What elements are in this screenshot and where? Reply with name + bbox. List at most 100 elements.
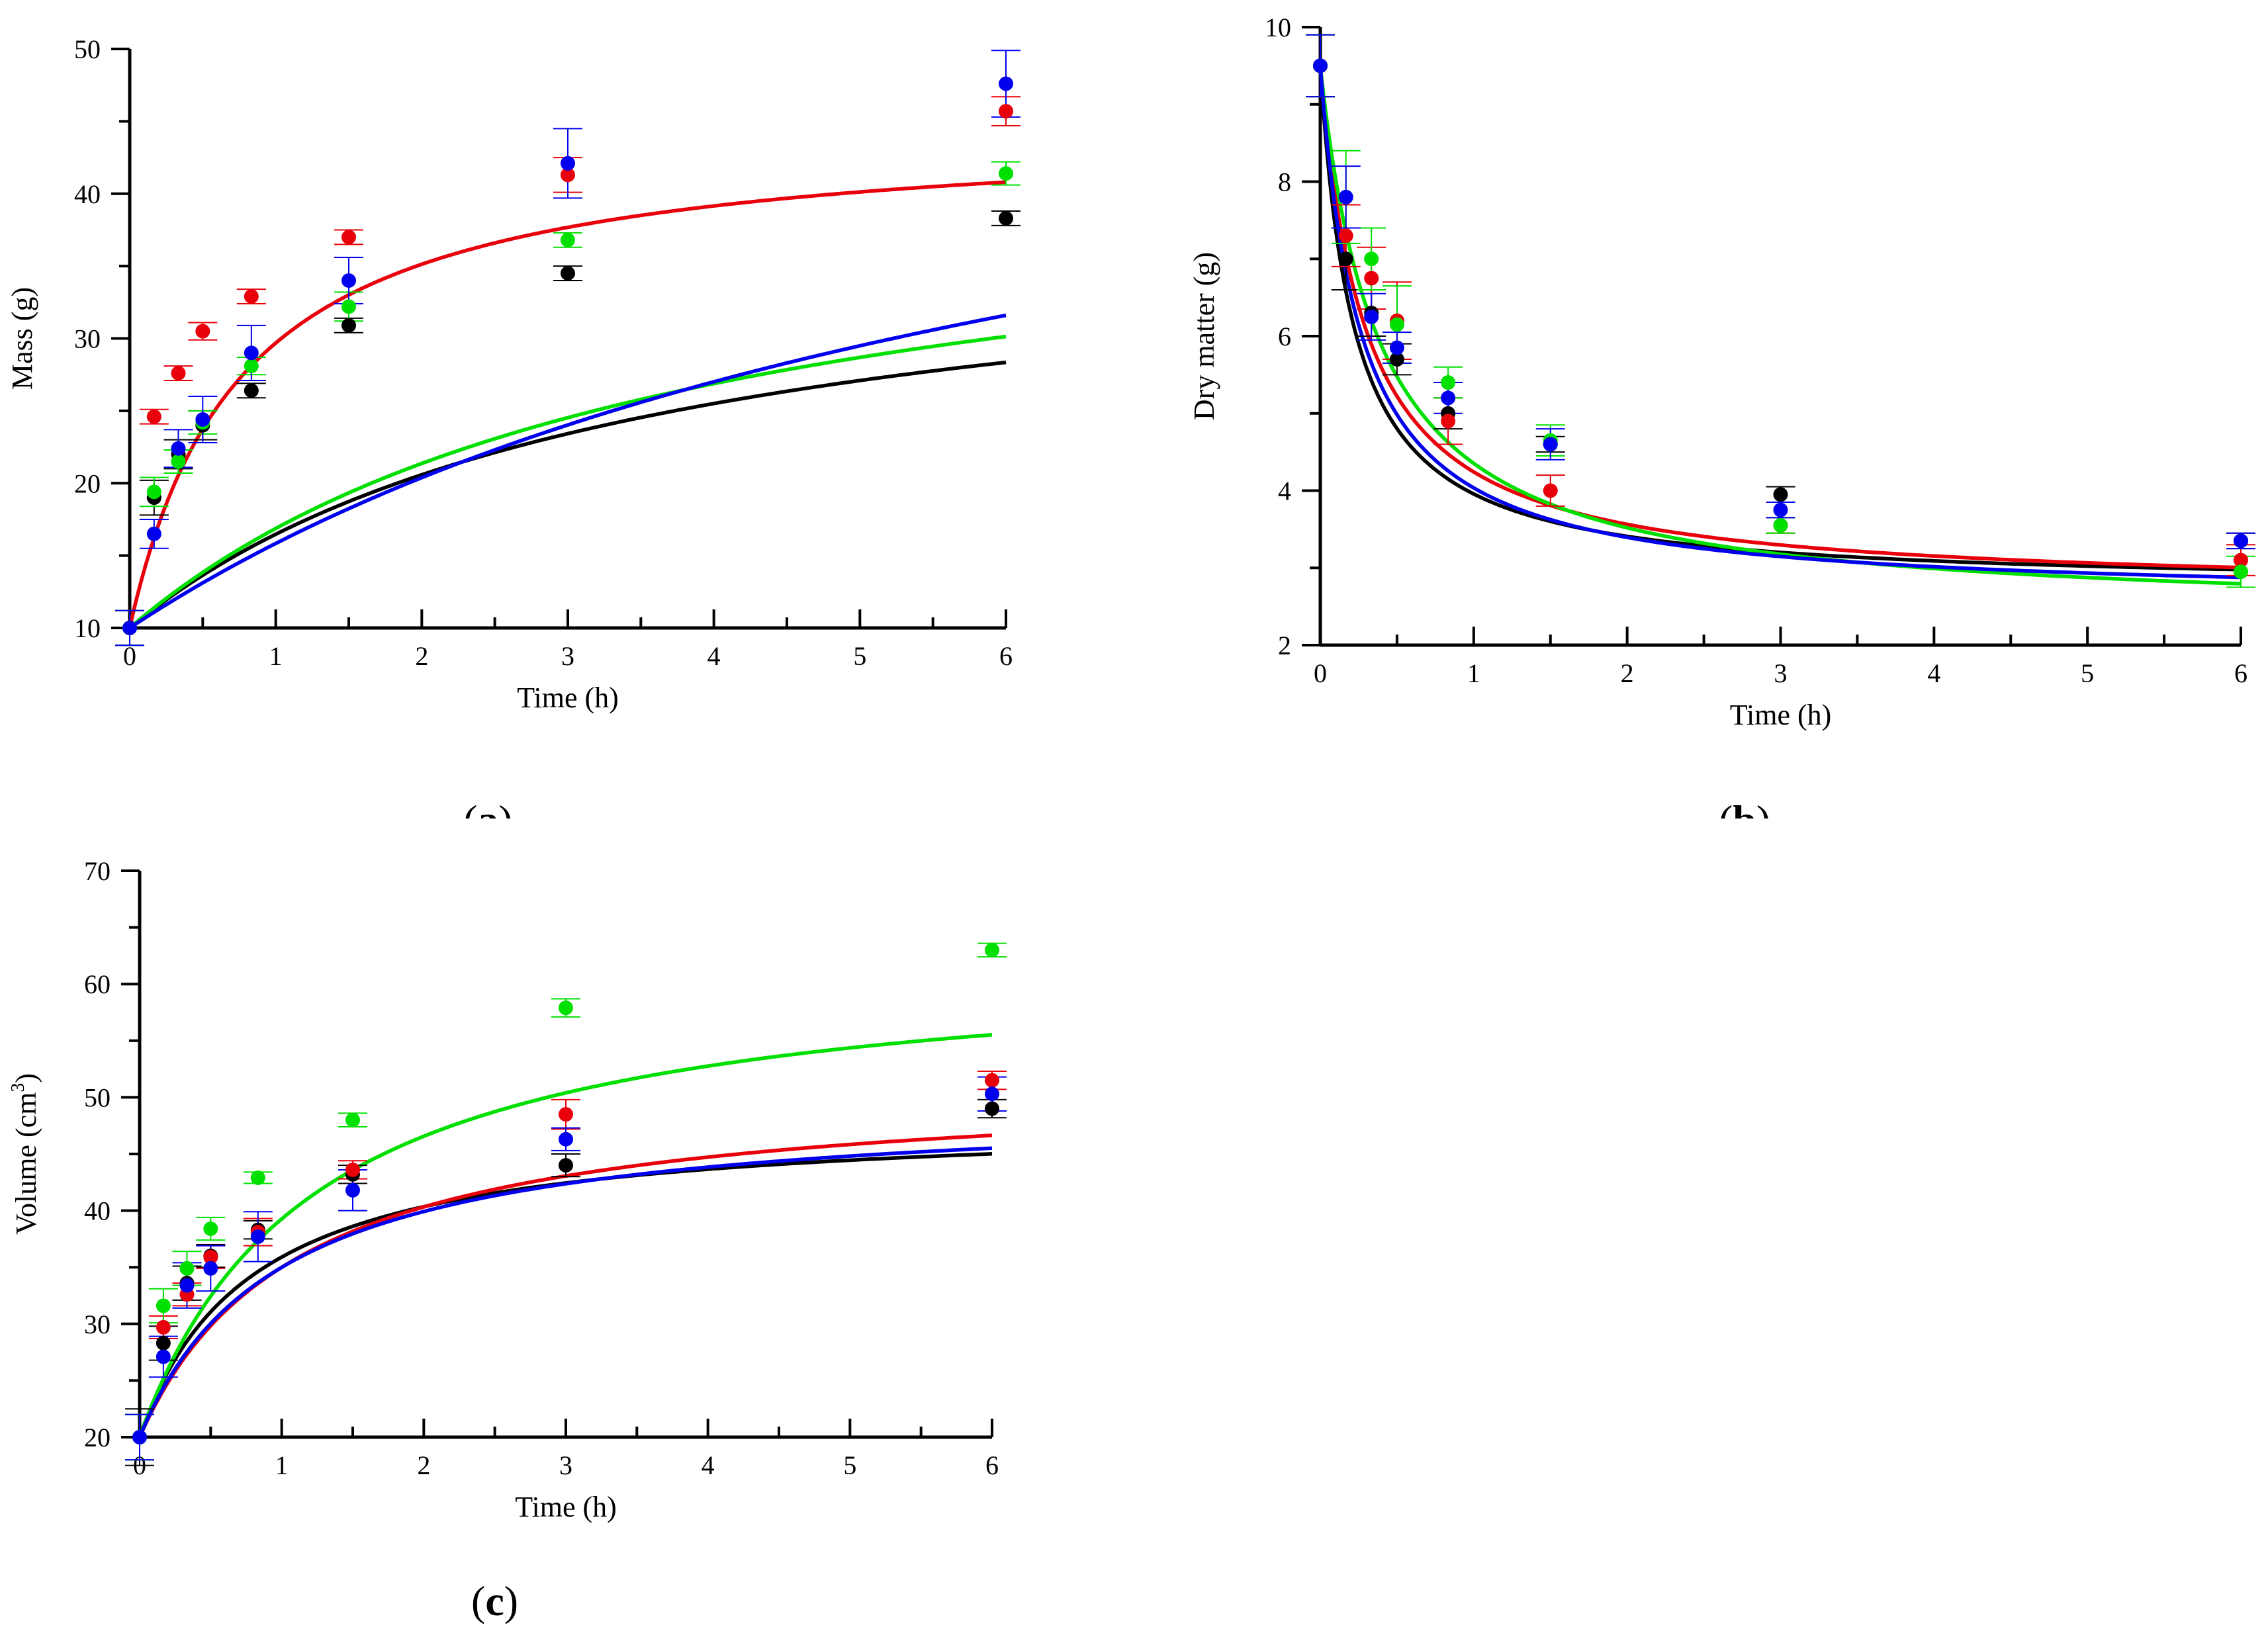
y-axis-label-text: Volume (cm [10, 1092, 42, 1235]
data-point-green [341, 299, 356, 314]
data-point-red [985, 1073, 999, 1088]
panel-label-open: ( [463, 797, 477, 818]
chart-panel-a: 0 1 2 3 4 5 6 10 20 30 40 50 Time (h) Mass (g) (a) [6, 34, 1021, 818]
fit-curve-red [128, 180, 1007, 629]
fit-curve-black [128, 360, 1007, 630]
y-tick-label: 10 [74, 613, 101, 643]
x-tick-label: 3 [559, 1450, 572, 1480]
panel-label-letter: b [1733, 797, 1756, 818]
y-axis-label: Mass (g) [6, 287, 38, 390]
data-point-blue [559, 1131, 573, 1147]
x-tick-label: 1 [1467, 658, 1480, 688]
data-point-blue [345, 1182, 360, 1198]
data-point-blue [250, 1229, 265, 1244]
data-point-red [146, 409, 161, 424]
data-point-black [1773, 487, 1788, 502]
panel-label-close: ) [1756, 797, 1770, 818]
data-point-green [171, 454, 186, 469]
data-point-black [1389, 352, 1404, 367]
fit-curve-black [138, 1152, 993, 1438]
data-point-blue [203, 1261, 218, 1276]
y-tick-label: 2 [1278, 631, 1291, 660]
panel-label: (b) [1719, 797, 1770, 818]
data-point-red [195, 324, 210, 339]
fit-curve-green [128, 334, 1007, 630]
data-point-green [146, 484, 161, 500]
data-point-red [999, 104, 1013, 119]
x-tick-label: 6 [985, 1450, 999, 1480]
data-point-red [203, 1249, 218, 1264]
x-tick-label: 2 [415, 641, 428, 671]
y-tick-label: 20 [84, 1423, 111, 1452]
y-axis-label-text: Mass (g) [6, 287, 38, 390]
x-tick-label: 3 [1774, 658, 1788, 688]
data-point-black [1338, 251, 1353, 267]
data-point-black [559, 1158, 573, 1173]
y-tick-label: 6 [1278, 322, 1291, 351]
y-tick-label: 60 [84, 969, 111, 999]
panel-label-open: ( [1719, 797, 1733, 818]
data-point-red [1364, 271, 1379, 286]
data-point-black [244, 383, 259, 398]
data-point-blue [1338, 189, 1353, 204]
x-tick-label: 0 [1314, 658, 1327, 688]
panel-label: (a) [463, 797, 513, 818]
data-point-green [179, 1261, 195, 1276]
y-tick-label: 10 [1265, 13, 1291, 42]
fit-curve-blue [138, 1146, 993, 1438]
data-point-blue [1441, 390, 1456, 406]
x-tick-label: 2 [417, 1450, 430, 1480]
y-tick-label: 30 [84, 1309, 111, 1339]
data-point-red [559, 1107, 573, 1122]
y-tick-label: 40 [74, 179, 101, 209]
data-point-red [171, 366, 186, 380]
fit-curve-red [138, 1133, 993, 1438]
x-tick-label: 0 [123, 641, 136, 671]
data-point-red [561, 167, 575, 183]
data-point-blue [341, 273, 356, 288]
data-point-green [203, 1221, 218, 1236]
chart-panel-b: 0 1 2 3 4 5 6 2 4 6 8 10 Time (h) Dry matter (g) (b) [1188, 13, 2255, 818]
y-tick-label: 50 [84, 1083, 111, 1112]
data-point-blue [156, 1349, 171, 1364]
data-point-green [559, 1000, 573, 1016]
y-axis-label: Volume (cm3) [8, 1073, 42, 1235]
x-tick-label: 4 [707, 641, 721, 671]
data-point-blue [985, 1086, 999, 1102]
x-tick-label: 3 [561, 641, 574, 671]
x-tick-label: 6 [999, 641, 1013, 671]
y-tick-label: 70 [84, 856, 111, 886]
y-tick-label: 30 [74, 324, 101, 354]
panel-label: (c) [471, 1577, 518, 1624]
panel-label-close: ) [504, 1577, 518, 1624]
data-point-green [250, 1170, 265, 1185]
data-point-green [1364, 251, 1379, 267]
data-point-blue [1543, 437, 1558, 452]
data-point-green [244, 359, 259, 374]
data-point-green [1441, 375, 1456, 390]
x-tick-label: 5 [853, 641, 866, 671]
data-point-green [985, 942, 999, 957]
data-point-black [156, 1335, 171, 1350]
data-point-green [999, 166, 1013, 181]
x-tick-label: 1 [275, 1450, 289, 1480]
data-point-blue [179, 1278, 195, 1293]
data-point-green [156, 1298, 171, 1313]
data-point-red [2234, 553, 2248, 568]
data-point-blue [1773, 502, 1788, 517]
y-tick-label: 8 [1278, 167, 1291, 197]
y-tick-label: 20 [74, 468, 101, 498]
data-point-red [156, 1319, 171, 1335]
x-tick-label: 4 [702, 1450, 715, 1480]
data-point-green [1773, 518, 1788, 533]
y-axis-label: Dry matter (g) [1188, 252, 1220, 420]
y-axis-label-text: Dry matter (g) [1188, 252, 1220, 420]
y-axis-label-superscript: 3 [8, 1083, 28, 1092]
panel-label-open: ( [471, 1577, 485, 1624]
data-point-blue [561, 155, 575, 171]
x-axis-label: Time (h) [515, 1491, 617, 1523]
y-axis-label-tail: ) [10, 1073, 42, 1083]
data-point-blue [244, 345, 259, 361]
data-point-black [999, 210, 1013, 226]
